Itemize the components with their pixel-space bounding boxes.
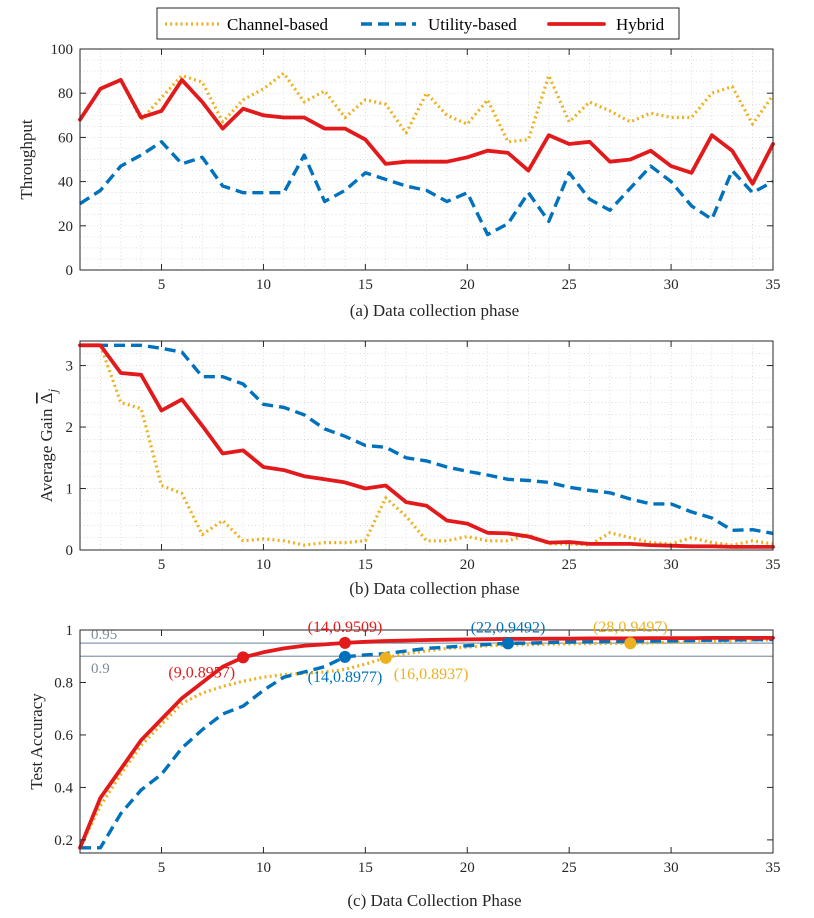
- x-tick-label: 35: [766, 557, 781, 573]
- x-tick-label: 20: [460, 860, 475, 876]
- x-tick-label: 30: [664, 277, 679, 293]
- x-tick-label: 25: [562, 860, 577, 876]
- x-tick-label: 10: [256, 277, 271, 293]
- x-tick-label: 30: [664, 557, 679, 573]
- y-tick-label: 0.8: [54, 675, 73, 691]
- x-tick-label: 5: [158, 860, 166, 876]
- plot-area: [80, 630, 773, 853]
- y-tick-label: 3: [66, 359, 74, 375]
- point-annotation: (16,0.8937): [394, 666, 469, 683]
- y-tick-label: 0: [66, 263, 74, 279]
- y-tick-label: 0.6: [54, 728, 73, 744]
- y-tick-label: 2: [66, 420, 74, 436]
- y-axis-label-symbol: Δ: [37, 392, 56, 403]
- x-tick-label: 35: [766, 860, 781, 876]
- series-line-channel-based: [78, 71, 775, 144]
- x-tick-label: 15: [358, 860, 373, 876]
- x-tick-label: 20: [460, 277, 475, 293]
- series-line-utility-based: [79, 140, 774, 237]
- panel-c: 0.950.95 10 15 20 25 30 350.20.40.60.81(c) Dat…: [27, 619, 781, 910]
- highlight-point: [338, 636, 351, 649]
- x-tick-label: 10: [256, 557, 271, 573]
- reference-line-label: 0.9: [91, 661, 110, 677]
- x-tick-label: 30: [664, 860, 679, 876]
- legend-label-utility-based: Utility-based: [428, 15, 517, 34]
- y-tick-label: 1: [66, 482, 74, 498]
- y-tick-label: 80: [58, 86, 73, 102]
- x-tick-label: 15: [358, 277, 373, 293]
- highlight-point: [237, 651, 250, 664]
- x-tick-label: 25: [562, 557, 577, 573]
- series-line-hybrid: [78, 78, 775, 186]
- x-tick-label: 20: [460, 557, 475, 573]
- highlight-point: [502, 637, 515, 650]
- y-axis-label-subscript: j: [45, 389, 60, 395]
- reference-line-label: 0.95: [91, 627, 117, 643]
- series-line-utility-based: [80, 637, 774, 850]
- series-line-hybrid: [78, 636, 775, 850]
- x-axis-caption: (c) Data Collection Phase: [347, 891, 521, 910]
- legend-label-hybrid: Hybrid: [616, 15, 665, 34]
- y-tick-label: 0: [66, 543, 74, 559]
- y-axis-label-text: Average Gain: [37, 408, 56, 502]
- y-tick-label: 20: [58, 219, 73, 235]
- plot-area: [80, 341, 773, 550]
- legend-label-channel-based: Channel-based: [227, 15, 329, 34]
- y-axis-label: Average Gain Δj: [37, 389, 60, 503]
- y-tick-label: 100: [51, 42, 74, 58]
- series-line-utility-based: [80, 343, 774, 536]
- y-axis-label: Test Accuracy: [27, 693, 46, 790]
- axes-box: [79, 629, 774, 854]
- point-annotation: (22,0.9492): [471, 619, 546, 636]
- axes-box: [79, 340, 774, 551]
- y-axis-label: Throughput: [17, 119, 36, 200]
- x-axis-caption: (b) Data collection phase: [349, 579, 519, 598]
- axes-box: [79, 48, 774, 271]
- panel-a: 5 10 15 20 25 30 35 0 20 40 60 80 100 (a) Data collec…: [17, 42, 781, 320]
- point-annotation: (14,0.8977): [308, 669, 383, 686]
- series-line-channel-based: [80, 343, 774, 547]
- x-tick-label: 10: [256, 860, 271, 876]
- highlight-point: [338, 650, 351, 663]
- point-annotation: (28,0.9497): [593, 619, 668, 636]
- x-tick-label: 25: [562, 277, 577, 293]
- y-tick-label: 40: [58, 175, 73, 191]
- x-tick-label: 15: [358, 557, 373, 573]
- y-tick-label: 0.2: [54, 833, 73, 849]
- series-line-channel-based: [78, 638, 774, 849]
- y-tick-label: 1: [66, 623, 74, 639]
- y-tick-label: 0.4: [54, 780, 73, 796]
- y-tick-label: 60: [58, 130, 73, 146]
- x-axis-caption: (a) Data collection phase: [350, 301, 519, 320]
- x-tick-label: 35: [766, 277, 781, 293]
- x-tick-label: 5: [158, 557, 166, 573]
- highlight-point: [624, 637, 637, 650]
- point-annotation: (9,0.8957): [168, 664, 235, 681]
- panel-b: 5 10 15 20 25 30 35 0 1 2 3 (b) Data collection pha…: [37, 340, 781, 598]
- point-annotation: (14,0.9509): [308, 619, 383, 636]
- highlight-point: [379, 651, 392, 664]
- x-tick-label: 5: [158, 277, 166, 293]
- y-axis-label-group: Average Gain Δj: [37, 389, 60, 503]
- series-line-hybrid: [78, 343, 775, 549]
